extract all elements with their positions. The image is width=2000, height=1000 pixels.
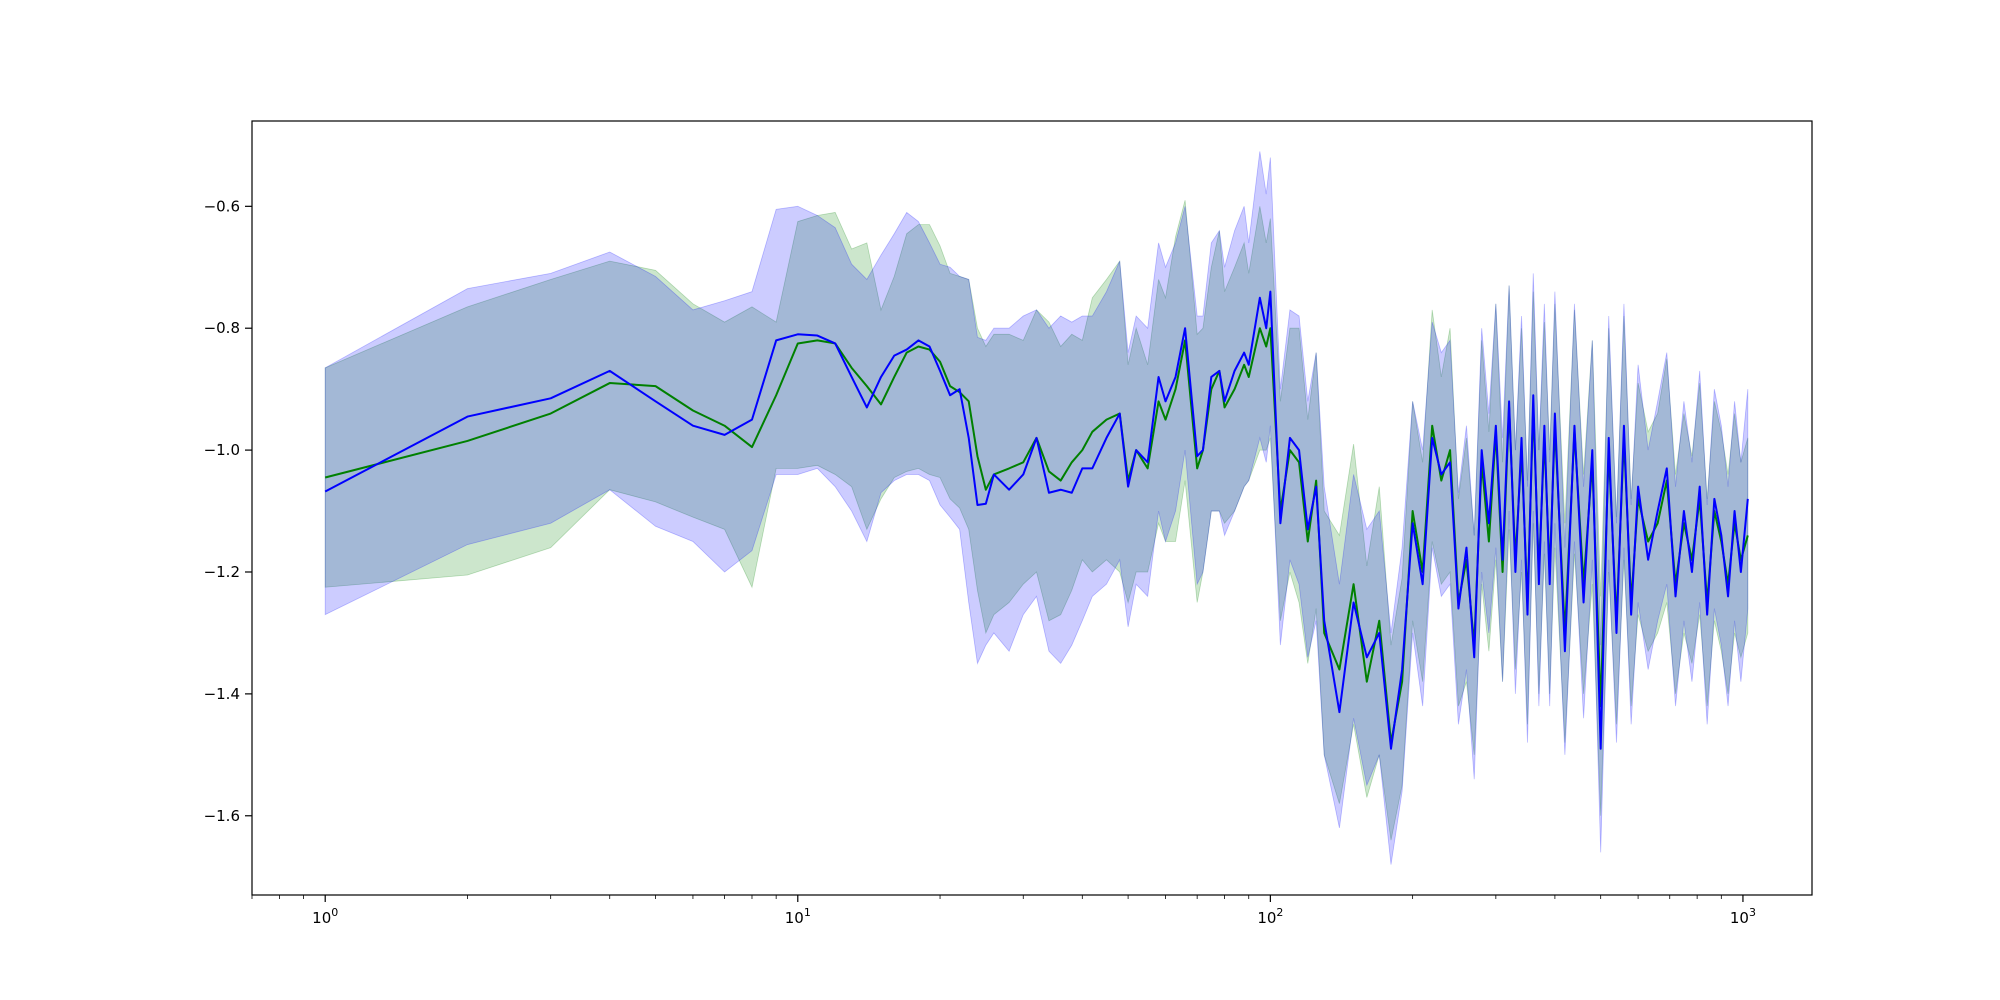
series-2-line (324, 290, 1749, 750)
series-lines (324, 290, 1749, 750)
x-tick-label: 103 (1730, 906, 1756, 927)
confidence-bands (324, 151, 1749, 865)
y-tick-label: −1.0 (204, 441, 240, 459)
y-tick-label: −0.8 (204, 319, 240, 337)
y-tick-label: −1.6 (204, 807, 240, 825)
plot-frame (251, 120, 1813, 896)
y-tick-label: −1.2 (204, 563, 240, 581)
x-tick-label: 100 (312, 906, 338, 927)
x-axis: 100 101 102 103 (251, 895, 1756, 927)
x-tick-label: 101 (785, 906, 811, 927)
y-axis: −0.6 −0.8 −1.0 −1.2 −1.4 −1.6 (204, 197, 252, 825)
x-tick-label: 102 (1257, 906, 1283, 927)
y-tick-label: −0.6 (204, 197, 240, 215)
y-tick-label: −1.4 (204, 685, 240, 703)
series-2-band (324, 151, 1749, 865)
series-1-band (324, 200, 1749, 841)
